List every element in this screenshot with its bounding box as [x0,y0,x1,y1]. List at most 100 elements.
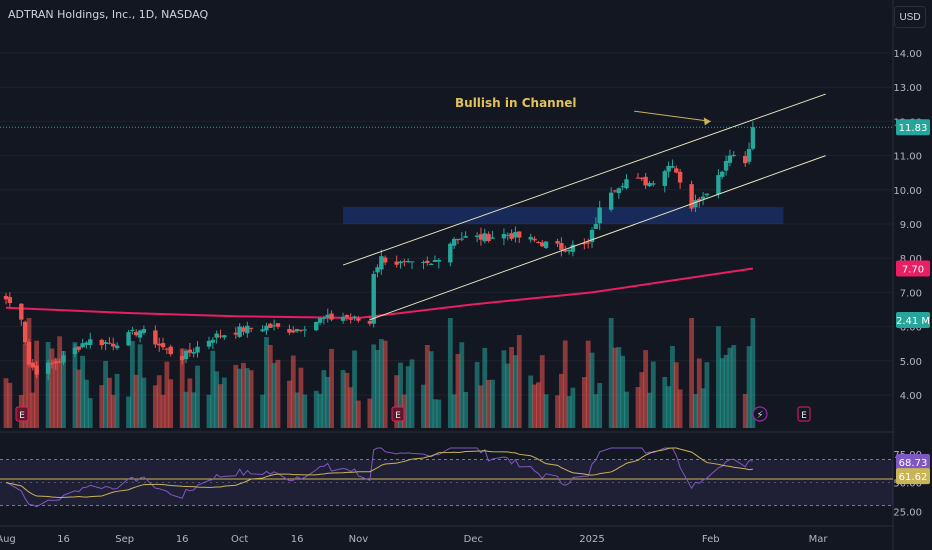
channel-upper-line[interactable] [342,93,826,266]
volume-bar [616,347,622,428]
time-tick-label: Oct [231,534,248,545]
volume-bar [183,391,189,428]
candle [57,358,62,364]
volume-bar [61,350,66,428]
candle [367,315,373,326]
volume-bar [72,342,78,428]
candle [241,325,246,336]
volume-bar [742,393,748,428]
volume-bar [394,375,400,428]
volume-bar [168,379,174,428]
volume-bar [696,358,702,428]
candle [455,238,461,244]
volume-bar [237,368,243,428]
volume-bar [677,389,683,428]
volume-bar [103,360,108,428]
candle [532,236,537,243]
annotation-arrow[interactable] [634,110,711,122]
volume-bar [367,398,373,428]
volume-bar [76,369,82,428]
volume-bar [612,347,618,428]
volume-bar [298,367,304,428]
volume-bar [501,350,507,428]
candle [103,340,108,351]
candle [459,232,464,242]
volume-bar [210,350,216,428]
candle [486,231,491,243]
volume-bar [562,340,568,428]
volume-bar [723,354,729,428]
candle [80,338,85,349]
svg-text:68.73: 68.73 [899,458,928,469]
candle [540,240,545,247]
volume-bars [3,318,756,428]
volume-bar [532,384,537,428]
candle [704,193,710,198]
candle [490,230,495,239]
volume-bar [179,348,185,428]
candle [394,255,399,268]
rsi-tick-label: 25.00 [893,507,922,518]
volume-bar [187,378,193,428]
candle [647,181,652,188]
channel-label[interactable]: Bullish in Channel [455,96,577,110]
earnings-marker[interactable]: E [797,406,811,422]
candle [693,194,698,213]
candle [425,256,430,266]
volume-bar [639,372,645,428]
candle [589,227,595,248]
candle [593,217,599,229]
candle [478,227,484,246]
candle [260,325,265,333]
earnings-marker[interactable]: E [391,406,405,422]
volume-bar [110,394,116,428]
volume-bar [114,373,120,428]
candle [130,326,135,335]
volume-bar [244,368,250,428]
candle [321,315,327,325]
volume-bar [287,380,292,428]
candle [271,319,277,331]
candle [134,329,139,337]
rsi-value-badge: 68.73 [896,453,930,470]
volume-bar [478,385,484,428]
price-tick-label: 4.00 [900,391,922,402]
volume-bar [585,340,591,428]
volume-bar [233,364,239,428]
candle [432,255,438,263]
candle [585,238,591,249]
channel-lower-line[interactable] [369,155,826,321]
volume-bar [624,391,629,428]
candle [157,337,162,352]
candle [570,240,576,257]
rsi-ma-value-badge: 61.62 [896,468,930,485]
candle [616,187,622,199]
currency-button[interactable]: USD [894,6,926,28]
candle [620,182,625,191]
svg-text:61.62: 61.62 [899,472,928,483]
candle [555,238,560,248]
earnings-marker[interactable]: E [15,406,29,422]
candle [344,314,350,321]
volume-bar [221,377,227,428]
volume-bar [750,318,756,428]
candle [45,359,51,381]
candle [597,200,602,231]
volume-bar [558,373,564,428]
volume-bar [597,383,603,428]
candle [325,308,330,323]
candle [88,332,93,349]
volume-bar [271,362,277,428]
time-tick-label: Aug [0,534,16,545]
candle [214,330,219,344]
candle [723,155,729,176]
time-tick-label: Mar [809,534,829,545]
volume-bar [409,359,415,428]
dividend-marker[interactable]: ⚡ [752,406,768,422]
volume-bar [80,355,86,428]
time-axis[interactable]: Aug 16 Sep 16 Oct 16 Nov Dec 2025 Feb Mar [0,534,828,545]
candle [509,229,514,241]
volume-badge: 2.41 M [896,312,930,328]
